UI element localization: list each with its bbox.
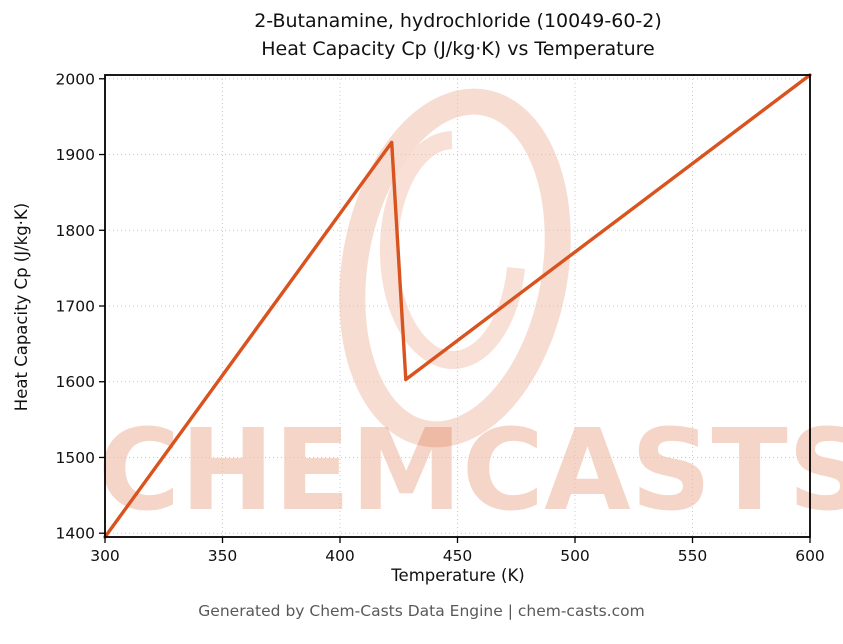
x-tick-label: 350 (208, 547, 238, 565)
chart-title: 2-Butanamine, hydrochloride (10049-60-2)… (105, 8, 811, 63)
x-tick-label: 500 (560, 547, 590, 565)
y-tick-label: 1700 (56, 298, 95, 316)
x-tick-label: 450 (443, 547, 473, 565)
y-axis-label: Heat Capacity Cp (J/kg·K) (12, 202, 31, 412)
y-tick-label: 1600 (56, 373, 95, 391)
x-tick-label: 550 (678, 547, 708, 565)
cp-data-line (103, 73, 812, 539)
y-tick-label: 1900 (56, 146, 95, 164)
footer-text: Generated by Chem-Casts Data Engine | ch… (198, 602, 645, 620)
y-tick-label: 2000 (56, 70, 95, 88)
y-tick-label: 1400 (56, 525, 95, 543)
chart-title-line1: 2-Butanamine, hydrochloride (10049-60-2) (254, 10, 662, 32)
x-axis-label: Temperature (K) (391, 566, 525, 585)
chart-title-line2: Heat Capacity Cp (J/kg·K) vs Temperature (261, 37, 655, 60)
x-tick-label: 400 (325, 547, 355, 565)
y-tick-label: 1500 (56, 449, 95, 467)
x-tick-label: 300 (90, 547, 120, 565)
x-tick-label: 600 (795, 547, 825, 565)
y-tick-label: 1800 (56, 222, 95, 240)
